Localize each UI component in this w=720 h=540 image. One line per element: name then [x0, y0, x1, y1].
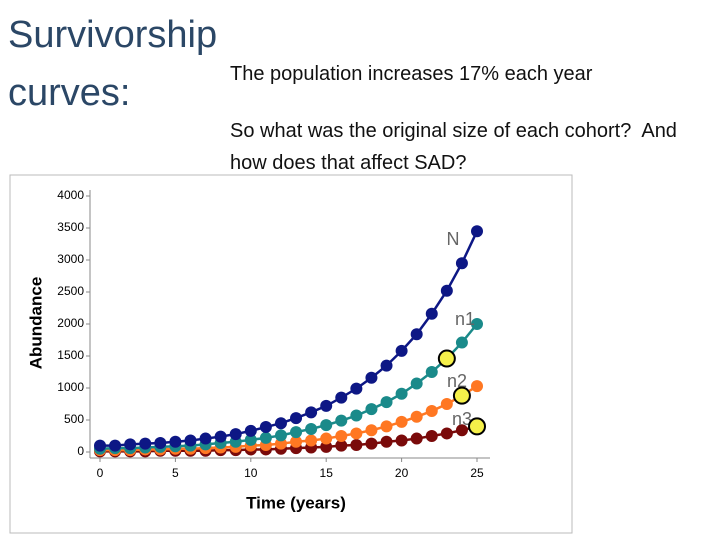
data-point	[425, 405, 438, 418]
data-point	[350, 409, 363, 422]
data-point	[124, 438, 137, 451]
y-tick-label: 0	[77, 444, 84, 458]
highlight-circle	[437, 349, 456, 368]
y-tick-label: 3500	[57, 220, 84, 234]
data-point	[471, 225, 483, 238]
chart-frame	[9, 174, 573, 534]
y-tick-label: 4000	[57, 188, 84, 202]
data-point	[320, 440, 333, 453]
y-tick-label: 2500	[57, 284, 84, 298]
data-point	[244, 424, 257, 437]
y-tick-label: 1000	[57, 380, 84, 394]
data-point	[365, 424, 378, 437]
data-point	[214, 430, 227, 443]
data-point	[305, 406, 318, 419]
data-point	[320, 399, 333, 412]
data-point	[259, 431, 272, 444]
data-point	[425, 366, 438, 378]
data-point	[395, 344, 408, 357]
data-point	[350, 438, 363, 451]
data-point	[320, 432, 333, 445]
data-point	[274, 417, 287, 430]
series-label: n1	[455, 309, 475, 329]
data-point	[350, 382, 363, 395]
x-tick-label: 5	[172, 466, 179, 480]
data-point	[229, 428, 242, 441]
data-point	[365, 371, 378, 384]
data-point	[455, 257, 468, 270]
data-point	[380, 396, 393, 409]
data-point	[320, 419, 333, 432]
data-point	[109, 439, 122, 452]
x-tick-label: 10	[244, 466, 258, 480]
data-point	[440, 398, 453, 410]
y-tick-label: 2000	[57, 316, 84, 330]
y-axis-label: Abundance	[26, 277, 45, 370]
data-point	[471, 380, 483, 393]
data-point	[425, 430, 438, 442]
data-point	[455, 336, 468, 349]
data-point	[380, 435, 393, 448]
data-point	[154, 437, 167, 450]
highlight-circle	[468, 417, 486, 436]
data-point	[139, 437, 152, 450]
data-point	[290, 412, 303, 425]
series-label: n2	[447, 371, 467, 391]
y-tick-label: 1500	[57, 348, 84, 362]
x-tick-label: 25	[470, 466, 484, 480]
slide-text: The population increases 17% each year	[230, 63, 593, 85]
series-label: N	[447, 229, 460, 249]
slide-text: So what was the original size of each co…	[230, 120, 683, 174]
data-point	[274, 429, 287, 442]
x-tick-label: 20	[395, 466, 409, 480]
data-point	[335, 439, 348, 452]
data-point	[425, 307, 438, 320]
slide-title: Survivorship curves:	[8, 14, 218, 114]
highlight-circle	[452, 386, 471, 405]
data-point	[395, 387, 408, 400]
y-tick-label: 500	[64, 412, 84, 426]
data-point	[259, 421, 272, 434]
y-tick-label: 3000	[57, 252, 84, 266]
data-point	[335, 391, 348, 404]
x-tick-label: 0	[97, 466, 104, 480]
data-point	[350, 427, 363, 440]
data-point	[184, 434, 197, 447]
data-point	[365, 403, 378, 416]
data-point	[471, 318, 483, 330]
data-point	[395, 415, 408, 428]
data-point	[410, 410, 423, 423]
x-axis-label: Time (years)	[246, 493, 346, 512]
data-point	[244, 433, 257, 446]
data-point	[380, 359, 393, 372]
series-label: n3	[452, 409, 472, 429]
data-point	[199, 432, 212, 445]
data-point	[335, 430, 348, 442]
data-point	[440, 427, 453, 440]
data-point	[440, 284, 453, 297]
data-point	[290, 426, 303, 439]
data-point	[410, 432, 423, 445]
data-point	[380, 420, 393, 433]
data-point	[274, 437, 287, 450]
data-point	[410, 377, 423, 390]
data-point	[305, 434, 318, 447]
data-point	[305, 422, 318, 435]
data-point	[290, 435, 303, 448]
x-tick-label: 15	[320, 466, 334, 480]
data-point	[410, 328, 423, 341]
data-point	[169, 435, 182, 448]
data-point	[455, 424, 468, 437]
data-point	[335, 414, 348, 427]
data-point	[94, 439, 106, 452]
data-point	[365, 437, 378, 450]
data-point	[395, 434, 408, 447]
